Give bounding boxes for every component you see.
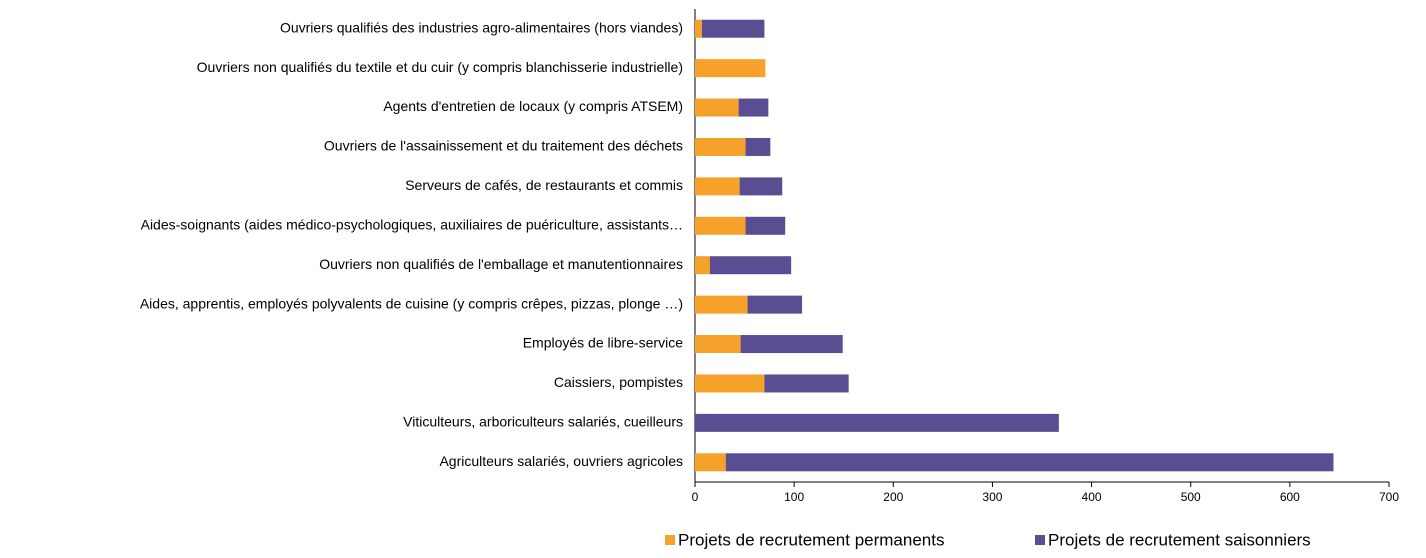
bar-segment xyxy=(747,295,803,314)
x-tick-label: 0 xyxy=(692,490,699,504)
bar-segment xyxy=(740,335,843,354)
bar-segment xyxy=(695,177,740,196)
bar-segment xyxy=(695,453,726,472)
legend-swatch xyxy=(1035,535,1045,545)
bar-segment xyxy=(695,98,739,117)
y-tick-label: Serveurs de cafés, de restaurants et com… xyxy=(405,177,683,193)
x-tick-label: 700 xyxy=(1379,490,1399,504)
legend-label: Projets de recrutement permanents xyxy=(678,530,944,549)
bar-segment xyxy=(695,295,748,314)
bar-segment xyxy=(695,374,765,393)
y-tick-label: Ouvriers qualifiés des industries agro-a… xyxy=(280,19,683,35)
bar-segment xyxy=(709,256,792,275)
bar-segment xyxy=(695,216,746,235)
bar-segment xyxy=(725,453,1334,472)
legend-swatch xyxy=(665,535,675,545)
x-tick-label: 200 xyxy=(883,490,903,504)
x-tick-label: 100 xyxy=(784,490,804,504)
bar-segment xyxy=(738,98,769,117)
bar-segment xyxy=(739,177,783,196)
y-tick-label: Viticulteurs, arboriculteurs salariés, c… xyxy=(403,414,683,430)
bar-segment xyxy=(701,19,765,38)
y-tick-label: Aides, apprentis, employés polyvalents d… xyxy=(140,295,683,311)
y-tick-label: Employés de libre-service xyxy=(523,335,683,351)
bar-segment xyxy=(695,59,766,78)
legend-label: Projets de recrutement saisonniers xyxy=(1048,530,1311,549)
bar-segment xyxy=(764,374,849,393)
y-tick-label: Agents d'entretien de locaux (y compris … xyxy=(383,98,683,114)
y-tick-label: Ouvriers non qualifiés du textile et du … xyxy=(197,59,683,75)
bar-segment xyxy=(745,216,786,235)
bar-segment xyxy=(695,256,710,275)
y-tick-label: Aides-soignants (aides médico-psychologi… xyxy=(141,216,683,232)
bar-segment xyxy=(695,335,741,354)
bar-segment xyxy=(695,19,702,38)
x-tick-label: 400 xyxy=(1082,490,1102,504)
y-tick-label: Agriculteurs salariés, ouvriers agricole… xyxy=(439,453,683,469)
y-tick-label: Caissiers, pompistes xyxy=(554,374,683,390)
bar-segment xyxy=(695,413,1059,432)
y-tick-label: Ouvriers non qualifiés de l'emballage et… xyxy=(319,256,683,272)
x-tick-label: 500 xyxy=(1181,490,1201,504)
x-tick-label: 300 xyxy=(982,490,1002,504)
y-tick-label: Ouvriers de l'assainissement et du trait… xyxy=(324,138,683,154)
bar-segment xyxy=(695,137,746,156)
bar-segment xyxy=(745,137,771,156)
x-tick-label: 600 xyxy=(1280,490,1300,504)
